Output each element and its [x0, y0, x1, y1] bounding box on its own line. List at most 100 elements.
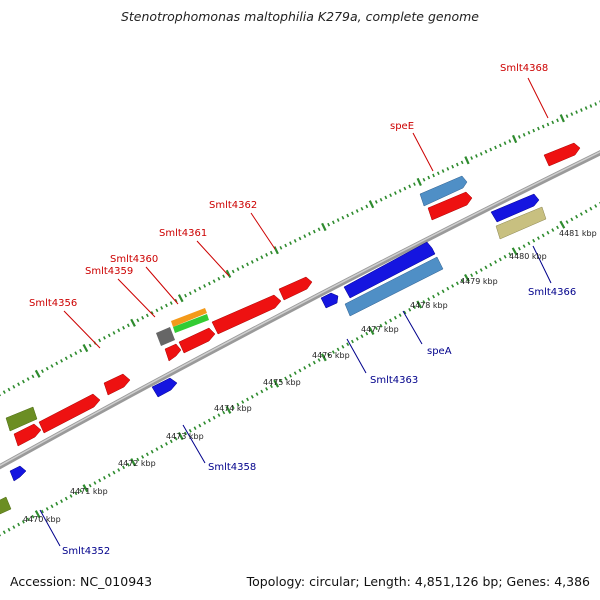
- reverse-row-minor-tick: [403, 310, 407, 315]
- gene-smlt4357-feature[interactable]: [103, 373, 131, 396]
- gene-label-smlt4356[interactable]: Smlt4356: [29, 298, 77, 309]
- reverse-row-minor-tick: [198, 423, 202, 428]
- reverse-row-minor-tick: [565, 220, 569, 224]
- forward-row-minor-tick: [365, 204, 369, 209]
- gene-label-smlt4362[interactable]: Smlt4362: [209, 200, 257, 211]
- reverse-row-minor-tick: [374, 326, 378, 331]
- reverse-row-minor-tick: [141, 455, 145, 459]
- forward-row-minor-tick: [303, 234, 307, 238]
- gene-label-smlt4361[interactable]: Smlt4361: [159, 228, 207, 239]
- forward-row-minor-tick: [88, 343, 92, 348]
- forward-row-major-tick: [464, 156, 470, 165]
- reverse-row-minor-tick: [288, 374, 292, 378]
- reverse-row-minor-tick: [255, 392, 259, 396]
- gene-label-smlt4366[interactable]: Smlt4366: [528, 287, 576, 298]
- forward-row-major-tick: [130, 318, 136, 327]
- gene-smlt4366-feature[interactable]: [490, 193, 540, 223]
- forward-row-minor-tick: [584, 106, 588, 110]
- forward-row-minor-tick: [74, 351, 78, 355]
- reverse-row-minor-tick: [317, 358, 321, 362]
- forward-row-minor-tick: [69, 353, 73, 358]
- forward-row-minor-tick: [484, 149, 488, 154]
- forward-row-minor-tick: [150, 311, 154, 315]
- gene-smlt4362-feature[interactable]: [278, 276, 313, 301]
- gene-spea-feature[interactable]: [343, 241, 436, 299]
- reverse-row-minor-tick: [541, 233, 545, 238]
- forward-row-minor-tick: [60, 359, 64, 363]
- gene-label-smlt4352[interactable]: Smlt4352: [62, 546, 110, 557]
- scale-labels: 4470 kbp 4471 kbp 4472 kbp 4473 kbp 4474…: [23, 229, 597, 524]
- gene-smlt4359-feature[interactable]: [164, 343, 182, 362]
- reverse-row-minor-tick: [79, 489, 83, 493]
- gene-smlt4368-feature[interactable]: [543, 142, 581, 167]
- gene-smlt4354-olive-feature[interactable]: [5, 406, 38, 432]
- forward-row-minor-tick: [522, 132, 526, 137]
- gene-smlt4353-feature[interactable]: [9, 465, 27, 482]
- gene-label-smlt4359[interactable]: Smlt4359: [85, 266, 133, 277]
- reverse-row-minor-tick: [98, 478, 102, 483]
- gene-smlt4358-feature[interactable]: [151, 377, 178, 398]
- gene-smlt4361-feature[interactable]: [211, 294, 282, 335]
- gene-smlt4360-green-feature[interactable]: [173, 314, 209, 333]
- reverse-row-minor-tick: [522, 244, 526, 248]
- reverse-row-minor-tick: [460, 278, 464, 283]
- genome-info-text: Topology: circular; Length: 4,851,126 bp…: [246, 574, 590, 589]
- reverse-row-minor-tick: [436, 292, 440, 296]
- reverse-row-minor-tick: [489, 262, 493, 267]
- scale-label-4470: 4470 kbp: [23, 515, 61, 524]
- forward-row-minor-tick: [503, 141, 507, 146]
- forward-row-minor-tick: [594, 102, 598, 106]
- gene-spee-feature[interactable]: [427, 191, 473, 221]
- reverse-row-major-tick: [511, 247, 518, 256]
- reverse-row-minor-tick: [17, 522, 21, 527]
- gene-label-smlt4358[interactable]: Smlt4358: [208, 462, 256, 473]
- gene-smlt4355-feature[interactable]: [13, 423, 42, 447]
- gene-smlt4360-feature[interactable]: [178, 327, 216, 354]
- forward-tick-row: [0, 100, 600, 397]
- reverse-row-minor-tick: [379, 323, 383, 328]
- gene-smlt4360-orange-feature[interactable]: [171, 308, 207, 327]
- reverse-row-minor-tick: [584, 209, 588, 214]
- gene-spee-cds-feature[interactable]: [419, 175, 468, 207]
- reverse-row-minor-tick: [117, 468, 121, 472]
- forward-row-minor-tick: [479, 152, 483, 156]
- reverse-row-minor-tick: [389, 318, 393, 323]
- reverse-row-minor-tick: [150, 449, 154, 454]
- forward-row-minor-tick: [575, 110, 578, 114]
- reverse-row-minor-tick: [184, 431, 188, 436]
- reverse-row-minor-tick: [575, 214, 579, 219]
- reverse-row-minor-tick: [412, 305, 416, 309]
- gene-spea-cds-feature[interactable]: [344, 256, 444, 317]
- gene-smlt4359-gray-feature[interactable]: [156, 327, 175, 346]
- forward-row-minor-tick: [160, 306, 164, 310]
- gene-label-spea[interactable]: speA: [427, 346, 452, 357]
- reverse-row-minor-tick: [546, 230, 550, 235]
- gene-smlt4356-feature[interactable]: [38, 393, 101, 434]
- forward-row-minor-tick: [45, 366, 49, 371]
- forward-row-minor-tick: [427, 175, 431, 180]
- reverse-row-minor-tick: [21, 520, 25, 524]
- gene-label-smlt4363[interactable]: Smlt4363: [370, 375, 418, 386]
- forward-row-minor-tick: [403, 186, 407, 191]
- gene-smlt4352-olive-feature[interactable]: [0, 496, 12, 515]
- reverse-row-minor-tick: [408, 308, 412, 312]
- reverse-row-major-tick: [130, 458, 136, 467]
- reverse-row-minor-tick: [155, 447, 159, 451]
- gene-smlt4367-feature[interactable]: [495, 206, 547, 240]
- forward-row-minor-tick: [107, 333, 111, 338]
- reverse-row-minor-tick: [260, 389, 264, 394]
- reverse-row-minor-tick: [579, 212, 583, 216]
- gene-label-smlt4368[interactable]: Smlt4368: [500, 63, 548, 74]
- reverse-row-minor-tick: [60, 499, 64, 503]
- forward-row-minor-tick: [441, 169, 445, 173]
- gene-label-smlt4360[interactable]: Smlt4360: [110, 254, 158, 265]
- gene-label-spee[interactable]: speE: [390, 121, 414, 132]
- forward-row-minor-tick: [265, 253, 269, 257]
- reverse-row-minor-tick: [484, 265, 488, 270]
- reverse-row-minor-tick: [188, 429, 192, 433]
- reverse-row-major-tick: [559, 220, 566, 229]
- reverse-row-minor-tick: [532, 238, 536, 243]
- gene-smlt4363-feature[interactable]: [320, 292, 339, 309]
- scale-label-4473: 4473 kbp: [166, 432, 204, 441]
